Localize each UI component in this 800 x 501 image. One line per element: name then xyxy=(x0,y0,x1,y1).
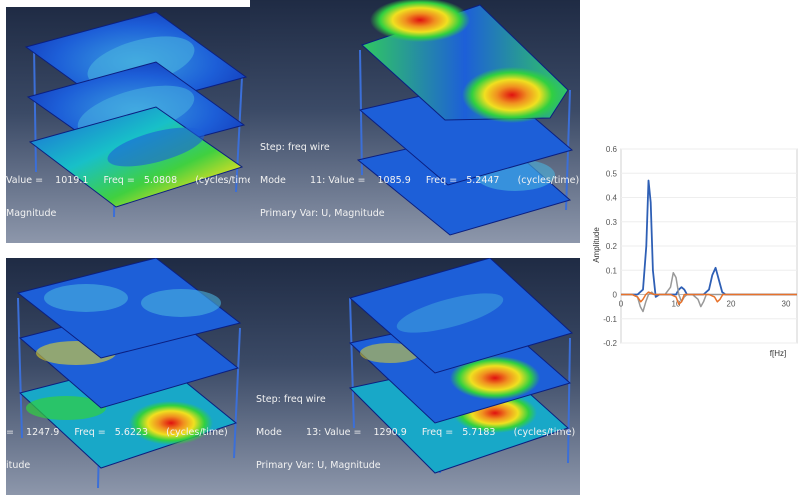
caption-step: Step: freq wire xyxy=(260,142,330,153)
building-model-mode-13 xyxy=(348,258,573,474)
mode-shape-panel-4: Step: freq wire Mode 13: Value = 1290.9 … xyxy=(250,258,580,495)
x-axis-label: f[Hz] xyxy=(770,349,786,358)
x-tick-label: 10 xyxy=(672,300,681,309)
x-tick-labels: 0 10 20 30 xyxy=(619,300,791,309)
caption-primary-var: Primary Var: U, Magnitude xyxy=(256,460,381,471)
panel-caption: Step: freq wire Mode 11: Value = 1085.9 … xyxy=(260,120,579,241)
y-tick-label: 0.1 xyxy=(606,266,618,275)
y-tick-label: 0.5 xyxy=(606,169,618,178)
building-model-mode-12 xyxy=(16,258,242,489)
x-tick-label: 30 xyxy=(782,300,791,309)
x-tick-label: 0 xyxy=(619,300,624,309)
slab-roof xyxy=(16,258,242,359)
caption-values: Mode 13: Value = 1290.9 Freq = 5.7183 (c… xyxy=(256,427,576,438)
caption-values: Value = 1019.1 Freq = 5.0808 (cycles/tim… xyxy=(6,175,250,186)
y-tick-label: 0 xyxy=(613,291,618,300)
y-tick-label: 0.3 xyxy=(606,218,618,227)
series-lines xyxy=(621,179,797,313)
panel-caption: = 1247.9 Freq = 5.6223 (cycles/time) itu… xyxy=(6,405,228,493)
slab-roof xyxy=(348,258,573,374)
caption-primary-var: Primary Var: U, Magnitude xyxy=(260,208,385,219)
y-tick-label: 0.4 xyxy=(606,194,618,203)
mode-shape-panel-1: Value = 1019.1 Freq = 5.0808 (cycles/tim… xyxy=(6,7,250,243)
panel-caption: Value = 1019.1 Freq = 5.0808 (cycles/tim… xyxy=(6,153,250,241)
max-displacement-zone xyxy=(370,0,470,42)
y-tick-labels: -0.2 -0.1 0 0.1 0.2 0.3 0.4 0.5 0.6 xyxy=(603,145,617,348)
max-displacement-zone xyxy=(462,67,562,123)
caption-values: Mode 11: Value = 1085.9 Freq = 5.2447 (c… xyxy=(260,175,580,186)
caption-step: Step: freq wire xyxy=(256,394,326,405)
series-line-3 xyxy=(621,291,797,305)
y-gridlines xyxy=(621,148,797,344)
building-model-mode-10 xyxy=(24,11,248,218)
y-axis-label: Amplitude xyxy=(592,227,601,263)
y-tick-label: 0.6 xyxy=(606,145,618,154)
x-tick-label: 20 xyxy=(727,300,736,309)
caption-values: = 1247.9 Freq = 5.6223 (cycles/time) xyxy=(6,427,228,438)
caption-primary-var: Magnitude xyxy=(6,208,57,219)
mode-shape-panel-2: Step: freq wire Mode 11: Value = 1085.9 … xyxy=(250,0,580,243)
caption-primary-var: itude xyxy=(6,460,31,471)
panel-caption: Step: freq wire Mode 13: Value = 1290.9 … xyxy=(256,372,575,493)
y-tick-label: 0.2 xyxy=(606,242,618,251)
frequency-spectrum-chart: -0.2-0.100.10.20.30.40.50.6 0 10 20 30 Ampl… xyxy=(592,145,798,358)
y-tick-label: -0.1 xyxy=(603,315,617,324)
mode-shape-panel-3: = 1247.9 Freq = 5.6223 (cycles/time) itu… xyxy=(6,258,250,495)
building-model-mode-11 xyxy=(356,0,574,236)
y-tick-label: -0.2 xyxy=(603,339,617,348)
